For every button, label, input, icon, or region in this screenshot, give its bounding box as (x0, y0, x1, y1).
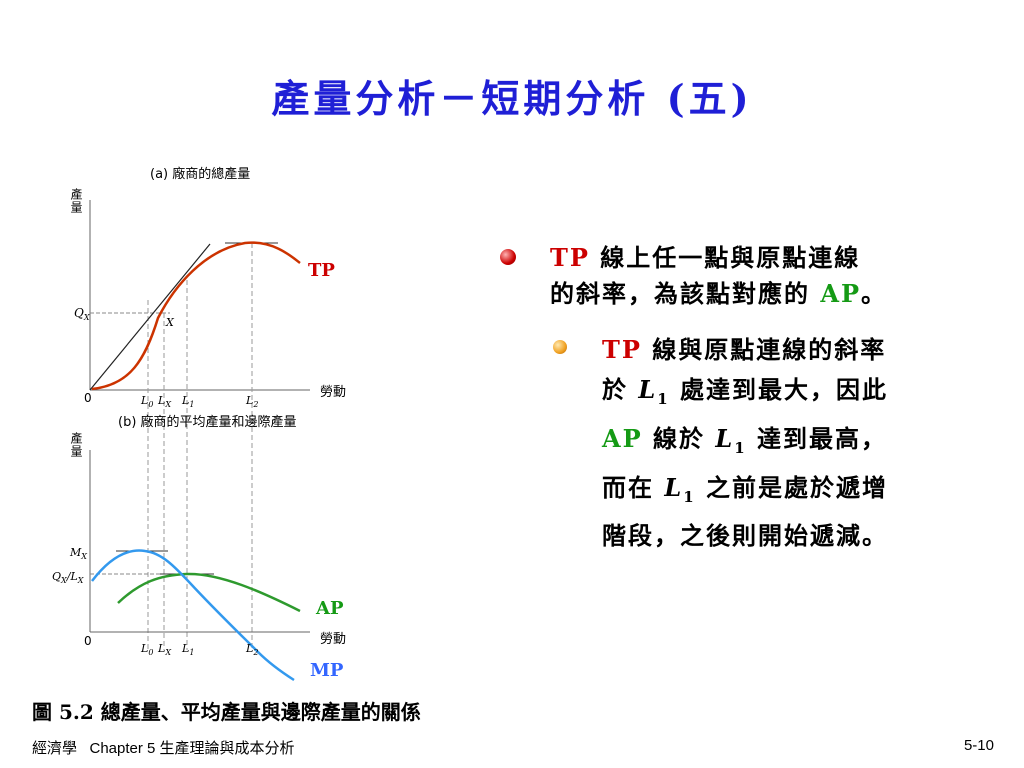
b2-l-sub: 1 (657, 389, 670, 408)
tick-a-l1: L1 (181, 394, 194, 409)
mp-curve-label: MP (310, 660, 344, 681)
figure-a-x-label: 勞動 (320, 385, 346, 400)
b1-text1: 線上任一點與原點連線 (589, 243, 861, 272)
bullet-1: TP 線上任一點與原點連線 的斜率，為該點對應的 AP。 (550, 240, 887, 312)
figure-b-x-label: 勞動 (320, 632, 346, 647)
figure-a-title: (a) 廠商的總產量 (150, 166, 250, 182)
b1-ap: AP (820, 279, 862, 308)
b2-l2: L (715, 423, 735, 453)
figure-b-origin: 0 (84, 634, 92, 648)
tick-a-lx: LX (157, 394, 171, 409)
tick-b-l2: L2 (245, 642, 258, 657)
page-number: 5-10 (963, 737, 994, 754)
bullet-red-icon (500, 249, 516, 265)
b2-text5: 階段，之後則開始遞減。 (602, 521, 888, 551)
slide-title: 產量分析－短期分析 (五) (271, 76, 753, 121)
footer-course: 經濟學 Chapter 5 生產理論與成本分析 (32, 740, 295, 757)
b2-text2b: 處達到最大，因此 (669, 375, 889, 404)
figure-b-y-label: 產量 (69, 431, 83, 458)
b1-text2: 的斜率，為該點對應的 (550, 279, 821, 308)
tangent-ray (89, 243, 211, 391)
b2-l2-sub: 1 (734, 438, 747, 457)
tick-a-l2: L2 (245, 394, 258, 409)
ap-curve-label: AP (315, 598, 344, 619)
b2-l3-sub: 1 (683, 487, 696, 506)
bullet-orange-icon (553, 340, 567, 354)
figure-a-origin: 0 (84, 391, 92, 405)
b2-text4a: 而在 (602, 472, 665, 502)
figure-a-y-label: 產量 (69, 187, 83, 214)
qlx-label: QX/LX (52, 570, 84, 585)
bullet-2: TP 線與原點連線的斜率 於 L1 處達到最大，因此 AP 線於 L1 達到最高… (602, 330, 888, 556)
tick-b-lx: LX (157, 642, 171, 657)
b2-text3a: 線於 (642, 423, 716, 453)
b2-l: L (638, 375, 658, 404)
figure-caption: 圖 5.2 總產量、平均產量與邊際產量的關係 (32, 700, 421, 724)
b2-ap: AP (602, 423, 643, 453)
mx-label: MX (69, 546, 87, 561)
b2-text1: 線與原點連線的斜率 (641, 335, 887, 364)
b2-tp: TP (602, 335, 642, 364)
b2-l3: L (664, 472, 684, 502)
tp-curve-label: TP (308, 260, 335, 281)
b2-text2a: 於 (602, 375, 639, 404)
qx-label: QX (74, 306, 90, 322)
tick-b-l1: L1 (181, 642, 194, 657)
b2-text3b: 達到最高， (746, 423, 888, 453)
tick-b-l0: L0 (140, 642, 153, 657)
mp-curve (91, 549, 295, 682)
figure-b-title: (b) 廠商的平均產量和邊際產量 (118, 414, 297, 430)
tp-curve (91, 241, 301, 391)
b1-end: 。 (861, 279, 888, 308)
tick-a-l0: L0 (140, 394, 153, 409)
b2-text4b: 之前是處於遞增 (695, 472, 889, 502)
b1-tp: TP (550, 243, 590, 272)
point-x-label: X (165, 316, 175, 329)
ap-curve (117, 572, 301, 613)
